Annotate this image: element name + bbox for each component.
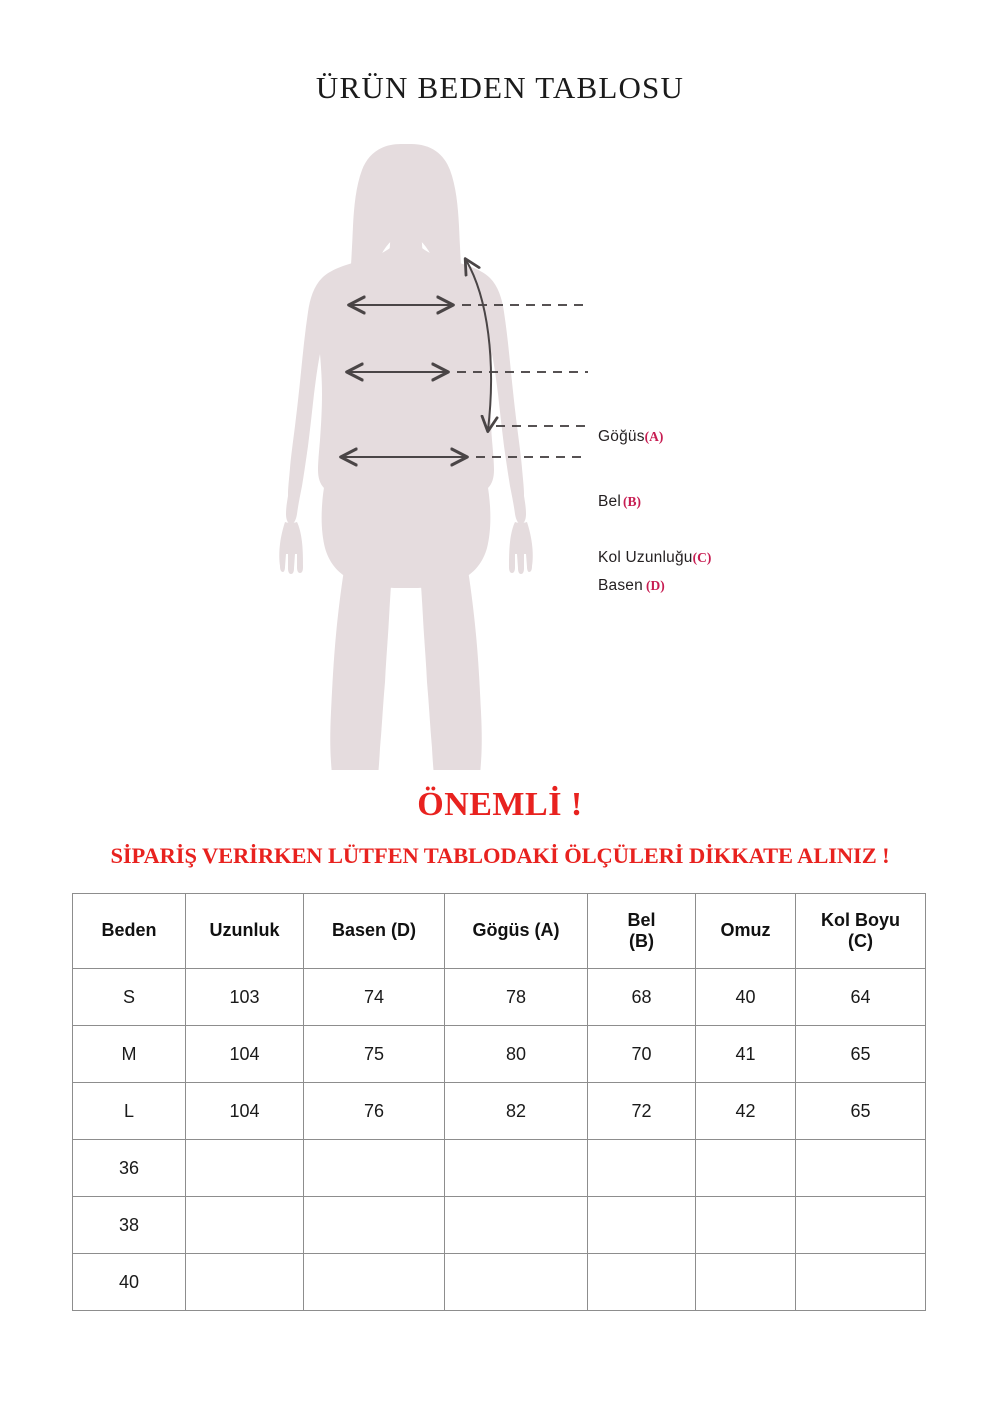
sleeve-length-arrow xyxy=(466,260,491,430)
cell-bel: 72 xyxy=(587,1082,696,1140)
label-bust-code: (A) xyxy=(644,429,664,444)
column-header-bel-l2: (B) xyxy=(629,931,654,951)
cell-bel xyxy=(587,1253,696,1311)
column-header-kol-boyu-l1: Kol Boyu xyxy=(821,909,900,930)
table-row: M 104 75 80 70 41 65 xyxy=(72,1025,926,1083)
cell-omuz: 42 xyxy=(695,1082,796,1140)
cell-beden: L xyxy=(72,1082,186,1140)
size-table-container: Beden Uzunluk Basen (D) Gögüs (A) Bel (B… xyxy=(72,893,926,1311)
label-hips-code: (D) xyxy=(645,578,665,593)
column-header-beden: Beden xyxy=(72,893,186,969)
cell-kol-boyu: 65 xyxy=(795,1082,926,1140)
cell-omuz: 40 xyxy=(695,968,796,1026)
column-header-uzunluk: Uzunluk xyxy=(185,893,304,969)
table-row: 40 xyxy=(72,1253,926,1311)
column-header-gogus-l1: Gögüs (A) xyxy=(472,920,560,941)
table-row: L 104 76 82 72 42 65 xyxy=(72,1082,926,1140)
column-header-basen-l1: Basen (D) xyxy=(331,920,416,941)
cell-gogus: 78 xyxy=(444,968,588,1026)
label-waist: Bel (B) xyxy=(598,493,641,511)
column-header-omuz-l1: Omuz xyxy=(720,920,771,941)
column-header-omuz: Omuz xyxy=(695,893,796,969)
cell-gogus xyxy=(444,1139,588,1197)
measurement-diagram: Göğüs(A) Bel (B) Kol Uzunluğu(C) Basen (D) xyxy=(0,130,1000,770)
cell-bel xyxy=(587,1196,696,1254)
cell-uzunluk: 104 xyxy=(185,1082,304,1140)
cell-basen: 74 xyxy=(303,968,445,1026)
label-sleeve-length: Kol Uzunluğu(C) xyxy=(598,549,711,567)
label-hips-text: Basen xyxy=(598,577,643,594)
column-header-basen: Basen (D) xyxy=(303,893,445,969)
table-row: 38 xyxy=(72,1196,926,1254)
column-header-beden-l1: Beden xyxy=(101,920,157,941)
label-waist-text: Bel xyxy=(598,493,622,510)
cell-basen xyxy=(303,1196,445,1254)
important-notice-headline: ÖNEMLİ ! xyxy=(417,786,583,823)
cell-kol-boyu xyxy=(795,1253,926,1311)
table-row: S 103 74 78 68 40 64 xyxy=(72,968,926,1026)
label-hips: Basen (D) xyxy=(598,577,665,595)
column-header-kol-boyu-l2: (C) xyxy=(848,931,873,951)
cell-omuz xyxy=(695,1253,796,1311)
cell-uzunluk: 104 xyxy=(185,1025,304,1083)
cell-beden: 36 xyxy=(72,1139,186,1197)
cell-beden: 38 xyxy=(72,1196,186,1254)
cell-bel xyxy=(587,1139,696,1197)
cell-basen: 76 xyxy=(303,1082,445,1140)
cell-uzunluk xyxy=(185,1139,304,1197)
cell-kol-boyu xyxy=(795,1139,926,1197)
body-diagram-svg xyxy=(279,144,588,770)
label-sleeve-length-code: (C) xyxy=(692,550,712,565)
label-waist-code: (B) xyxy=(623,494,642,509)
size-table: Beden Uzunluk Basen (D) Gögüs (A) Bel (B… xyxy=(72,893,926,1311)
table-header-row: Beden Uzunluk Basen (D) Gögüs (A) Bel (B… xyxy=(72,893,926,969)
column-header-gogus: Gögüs (A) xyxy=(444,893,588,969)
cell-kol-boyu: 64 xyxy=(795,968,926,1026)
cell-basen xyxy=(303,1139,445,1197)
cell-omuz xyxy=(695,1196,796,1254)
cell-uzunluk xyxy=(185,1196,304,1254)
cell-uzunluk: 103 xyxy=(185,968,304,1026)
cell-beden: S xyxy=(72,968,186,1026)
cell-gogus: 80 xyxy=(444,1025,588,1083)
cell-basen: 75 xyxy=(303,1025,445,1083)
cell-uzunluk xyxy=(185,1253,304,1311)
important-notice-subline: SİPARİŞ VERİRKEN LÜTFEN TABLODAKİ ÖLÇÜLE… xyxy=(110,843,890,868)
column-header-bel-l1: Bel xyxy=(627,909,656,930)
cell-bel: 68 xyxy=(587,968,696,1026)
cell-gogus xyxy=(444,1253,588,1311)
cell-beden: M xyxy=(72,1025,186,1083)
cell-gogus: 82 xyxy=(444,1082,588,1140)
label-sleeve-length-text: Kol Uzunluğu xyxy=(598,549,693,566)
column-header-bel: Bel (B) xyxy=(587,893,696,969)
cell-basen xyxy=(303,1253,445,1311)
cell-kol-boyu: 65 xyxy=(795,1025,926,1083)
cell-gogus xyxy=(444,1196,588,1254)
cell-bel: 70 xyxy=(587,1025,696,1083)
label-bust: Göğüs(A) xyxy=(598,428,663,446)
cell-beden: 40 xyxy=(72,1253,186,1311)
column-header-kol-boyu: Kol Boyu (C) xyxy=(795,893,926,969)
page-title: ÜRÜN BEDEN TABLOSU xyxy=(315,70,685,105)
table-row: 36 xyxy=(72,1139,926,1197)
label-bust-text: Göğüs xyxy=(598,428,645,445)
cell-omuz xyxy=(695,1139,796,1197)
cell-kol-boyu xyxy=(795,1196,926,1254)
cell-omuz: 41 xyxy=(695,1025,796,1083)
column-header-uzunluk-l1: Uzunluk xyxy=(209,920,280,941)
